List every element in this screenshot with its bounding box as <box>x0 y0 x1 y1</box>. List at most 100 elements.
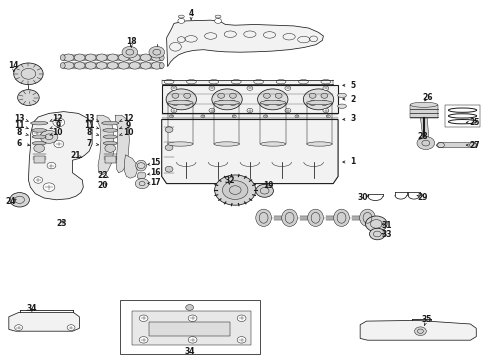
Text: 13: 13 <box>14 113 25 122</box>
Circle shape <box>54 140 64 148</box>
Text: 28: 28 <box>417 132 428 141</box>
Circle shape <box>171 86 177 90</box>
Circle shape <box>139 315 148 321</box>
Ellipse shape <box>63 62 74 69</box>
Polygon shape <box>9 312 79 331</box>
Ellipse shape <box>129 62 140 69</box>
Ellipse shape <box>119 54 129 61</box>
Text: 18: 18 <box>126 37 137 46</box>
Text: 24: 24 <box>5 197 16 206</box>
Circle shape <box>139 337 148 343</box>
Text: 20: 20 <box>98 181 108 190</box>
Circle shape <box>105 144 116 152</box>
Polygon shape <box>97 115 114 175</box>
Ellipse shape <box>307 100 332 105</box>
Ellipse shape <box>410 102 438 107</box>
Ellipse shape <box>229 93 236 98</box>
Ellipse shape <box>74 54 85 61</box>
Ellipse shape <box>303 89 334 110</box>
Ellipse shape <box>214 100 240 105</box>
Text: 25: 25 <box>469 118 480 127</box>
Circle shape <box>53 118 65 127</box>
Text: 10: 10 <box>52 128 63 137</box>
Text: 1: 1 <box>350 157 355 166</box>
Circle shape <box>237 337 246 343</box>
Polygon shape <box>115 115 129 173</box>
Circle shape <box>170 115 173 118</box>
Text: 12: 12 <box>123 113 134 122</box>
Ellipse shape <box>184 100 191 105</box>
Circle shape <box>264 115 268 118</box>
Polygon shape <box>436 143 478 148</box>
Circle shape <box>32 130 41 136</box>
Text: 34: 34 <box>26 304 37 312</box>
Circle shape <box>222 181 248 199</box>
Ellipse shape <box>60 63 65 68</box>
Bar <box>445 105 480 127</box>
Ellipse shape <box>107 54 118 61</box>
Bar <box>410 105 438 118</box>
Text: 26: 26 <box>422 93 433 102</box>
Text: 29: 29 <box>417 193 428 202</box>
Ellipse shape <box>60 55 65 60</box>
Circle shape <box>285 86 291 90</box>
Text: 22: 22 <box>98 171 108 180</box>
Circle shape <box>247 108 253 113</box>
Polygon shape <box>149 322 230 336</box>
Bar <box>105 156 116 163</box>
Ellipse shape <box>107 62 118 69</box>
Ellipse shape <box>32 135 46 139</box>
Circle shape <box>178 18 185 23</box>
Polygon shape <box>28 112 92 200</box>
Text: 14: 14 <box>8 61 19 70</box>
Circle shape <box>40 130 58 143</box>
Bar <box>120 300 260 354</box>
Text: 21: 21 <box>71 151 81 160</box>
Ellipse shape <box>309 93 316 98</box>
Text: 31: 31 <box>382 220 392 230</box>
Circle shape <box>232 115 236 118</box>
Ellipse shape <box>275 93 282 98</box>
Circle shape <box>209 86 215 90</box>
Circle shape <box>215 175 256 205</box>
Text: 9: 9 <box>55 121 60 130</box>
Ellipse shape <box>218 100 224 105</box>
Text: 7: 7 <box>87 139 92 148</box>
Ellipse shape <box>168 142 193 146</box>
Circle shape <box>43 183 55 192</box>
Text: 30: 30 <box>357 193 368 202</box>
Ellipse shape <box>309 100 316 105</box>
Ellipse shape <box>166 89 196 110</box>
Ellipse shape <box>63 54 74 61</box>
Circle shape <box>14 63 43 85</box>
Text: 12: 12 <box>52 113 63 122</box>
Text: 19: 19 <box>263 181 274 190</box>
Ellipse shape <box>103 141 117 145</box>
Circle shape <box>67 325 75 330</box>
Circle shape <box>149 46 165 58</box>
Text: 13: 13 <box>84 113 95 122</box>
Circle shape <box>201 115 205 118</box>
Circle shape <box>417 136 435 149</box>
Text: 9: 9 <box>126 121 131 130</box>
Circle shape <box>18 90 39 105</box>
Ellipse shape <box>178 15 184 18</box>
Polygon shape <box>132 311 251 345</box>
Ellipse shape <box>85 54 96 61</box>
Circle shape <box>171 108 177 113</box>
Circle shape <box>47 162 56 169</box>
Ellipse shape <box>214 142 240 146</box>
Circle shape <box>215 18 221 23</box>
Circle shape <box>165 145 173 150</box>
Ellipse shape <box>32 141 46 145</box>
Text: 17: 17 <box>150 178 161 187</box>
Ellipse shape <box>151 54 162 61</box>
Ellipse shape <box>103 129 118 132</box>
Ellipse shape <box>258 89 288 110</box>
Text: 11: 11 <box>14 121 25 130</box>
Ellipse shape <box>172 100 179 105</box>
Ellipse shape <box>103 135 117 139</box>
Text: 16: 16 <box>150 168 161 177</box>
Text: 4: 4 <box>189 9 194 18</box>
Circle shape <box>34 144 45 152</box>
